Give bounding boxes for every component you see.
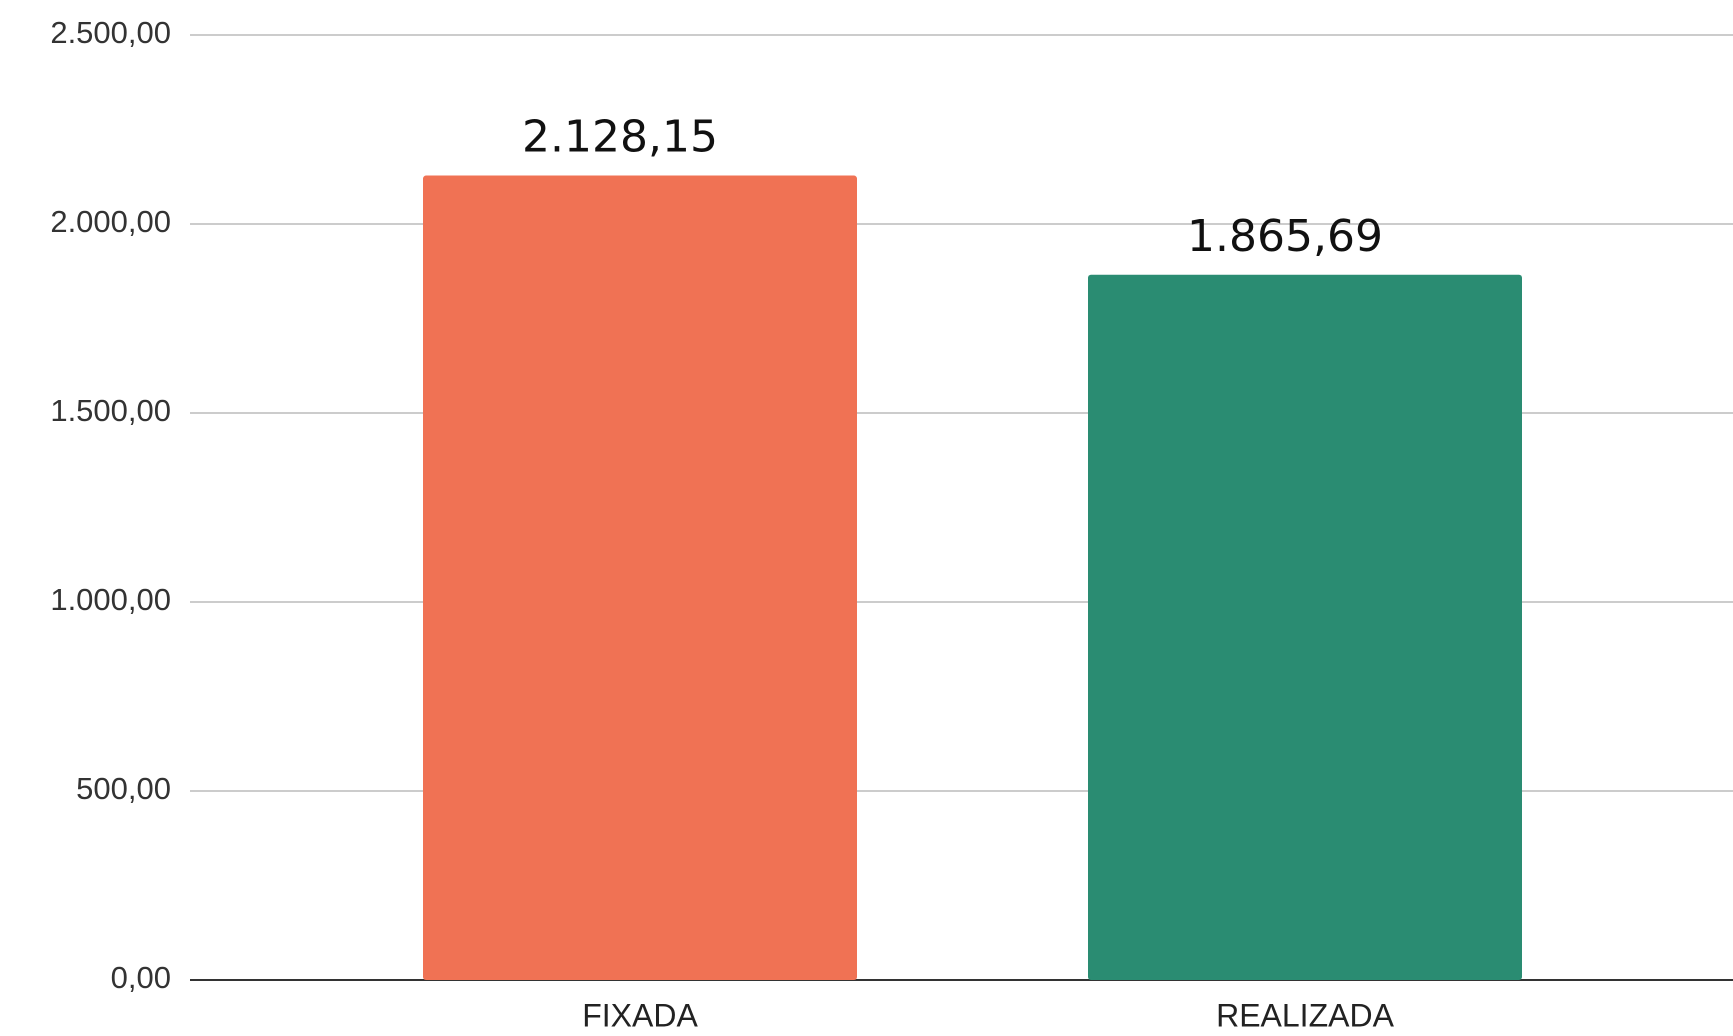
x-tick-label: REALIZADA [1216, 997, 1394, 1033]
y-tick-label: 1.000,00 [50, 582, 171, 617]
y-tick-label: 2.000,00 [50, 204, 171, 239]
bar [423, 175, 857, 980]
x-tick-label: FIXADA [582, 997, 698, 1033]
value-label: 1.865,69 [1187, 211, 1383, 262]
bar [1088, 274, 1522, 980]
y-tick-label: 0,00 [111, 960, 171, 995]
y-tick-label: 1.500,00 [50, 393, 171, 428]
y-tick-label: 2.500,00 [50, 15, 171, 50]
value-label: 2.128,15 [522, 112, 718, 163]
y-tick-label: 500,00 [76, 771, 171, 806]
